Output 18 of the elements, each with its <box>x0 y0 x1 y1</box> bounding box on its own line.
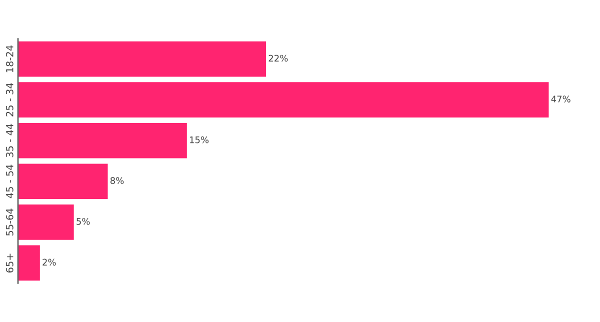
y-tick-label: 35 - 44 <box>6 124 14 158</box>
bar <box>18 40 268 78</box>
y-tick-label: 25 - 34 <box>6 83 14 116</box>
bar <box>18 80 550 119</box>
data-label: 22% <box>268 54 288 62</box>
y-tick-label: 55-64 <box>6 208 14 236</box>
y-tick-label: 65+ <box>6 254 14 273</box>
data-label: 15% <box>190 136 209 144</box>
y-tick-label: 18-24 <box>6 45 14 72</box>
y-tick-label: 45 - 54 <box>6 164 14 198</box>
bar <box>18 122 188 160</box>
bar <box>18 203 76 242</box>
data-label: 5% <box>76 218 90 225</box>
data-label: 8% <box>110 177 124 184</box>
data-label: 2% <box>42 258 56 266</box>
bar <box>18 162 110 200</box>
data-label: 47% <box>551 96 570 102</box>
bar <box>18 244 42 282</box>
